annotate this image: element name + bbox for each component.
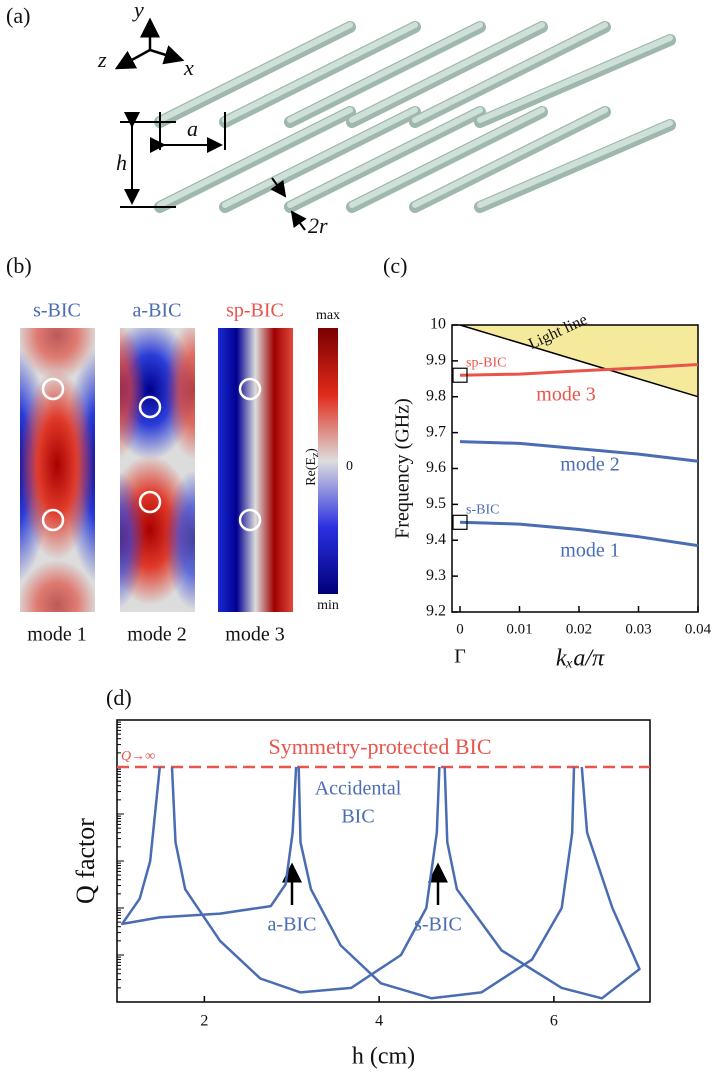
x-tick-label: 0.02 (566, 621, 592, 637)
y-tick-label: 9.6 (426, 459, 446, 476)
dimension-label: a (187, 116, 198, 141)
x-tick-label: 2 (200, 1013, 208, 1030)
colorbar-label-part: z (309, 452, 321, 458)
x-tick-label: 6 (550, 1013, 558, 1030)
panel-label: (d) (106, 685, 132, 710)
series-label: mode 1 (560, 540, 619, 562)
q-curve (297, 766, 576, 1000)
line-series (459, 363, 699, 377)
panel-label: (b) (6, 253, 32, 278)
map-title: sp-BIC (226, 300, 284, 322)
x-tick-label: 0.03 (625, 621, 651, 637)
dimension-label: 2r (308, 213, 328, 238)
bic-marker (452, 514, 468, 530)
colorbar-min: min (317, 598, 339, 613)
field-map (120, 328, 195, 612)
colorbar-max: max (316, 308, 340, 323)
bic-marker-label: s-BIC (466, 503, 499, 518)
bic-marker (452, 367, 468, 383)
x-tick-label: 0.04 (685, 621, 712, 637)
x-axis-title: h (cm) (352, 1044, 415, 1070)
rods (154, 21, 676, 213)
line-series (459, 520, 699, 548)
x-tick-label: 4 (375, 1013, 383, 1030)
axes-triad (114, 17, 185, 70)
axis-label: z (97, 47, 107, 72)
map-title: a-BIC (133, 300, 182, 322)
y-tick-label: 9.7 (426, 423, 446, 440)
y-axis-title: Q factor (71, 818, 100, 904)
plot-frame (116, 719, 651, 1003)
q-curve (120, 766, 298, 926)
colorbar (318, 328, 338, 594)
y-axis-title: Frequency (GHz) (392, 398, 414, 539)
panel-label: (a) (6, 3, 30, 28)
dimensions (120, 112, 307, 231)
colorbar-label-part: Re(E (304, 457, 319, 486)
annotation: a-BIC (268, 914, 317, 936)
x-origin-label: Γ (454, 646, 466, 668)
annotation: BIC (341, 806, 374, 828)
q-curve (170, 766, 441, 994)
map-title: s-BIC (33, 300, 81, 322)
colorbar-zero: 0 (346, 459, 353, 474)
annotation: s-BIC (414, 914, 462, 936)
map-caption: mode 1 (27, 624, 86, 646)
x-axis-title: kₓa/π (556, 646, 605, 672)
y-tick-label: 9.2 (426, 603, 446, 620)
x-tick-label: 0.01 (506, 621, 532, 637)
bic-marker-label: sp-BIC (466, 355, 506, 370)
y-tick-label: 10 (430, 316, 446, 333)
dimension-label: h (116, 150, 127, 175)
line-series (459, 440, 699, 463)
light-line (459, 324, 699, 398)
y-tick-label: 9.9 (426, 352, 446, 369)
x-tick-label: 0 (456, 621, 464, 637)
axis-label: y (132, 0, 144, 22)
series-label: mode 2 (560, 454, 619, 476)
map-caption: mode 3 (225, 624, 284, 646)
q-curve (443, 766, 641, 1000)
y-tick-label: 9.8 (426, 387, 446, 404)
map-caption: mode 2 (127, 624, 186, 646)
rod-circles (41, 377, 262, 532)
y-tick-label: 9.3 (426, 567, 446, 584)
arrows (282, 862, 448, 905)
y-tick-label: 9.4 (426, 531, 446, 548)
infinity-label: Q→∞ (121, 749, 155, 764)
annotation: Accidental (315, 778, 402, 800)
series-label: mode 3 (536, 384, 595, 406)
field-map (218, 328, 293, 612)
y-tick-label: 9.5 (426, 495, 446, 512)
colorbar-label: Re(Ez) (304, 448, 320, 486)
panel-label: (c) (383, 253, 407, 278)
axis-label: x (183, 55, 194, 80)
infinity-name: Symmetry-protected BIC (268, 734, 491, 759)
colorbar-label-part: ) (304, 448, 319, 453)
